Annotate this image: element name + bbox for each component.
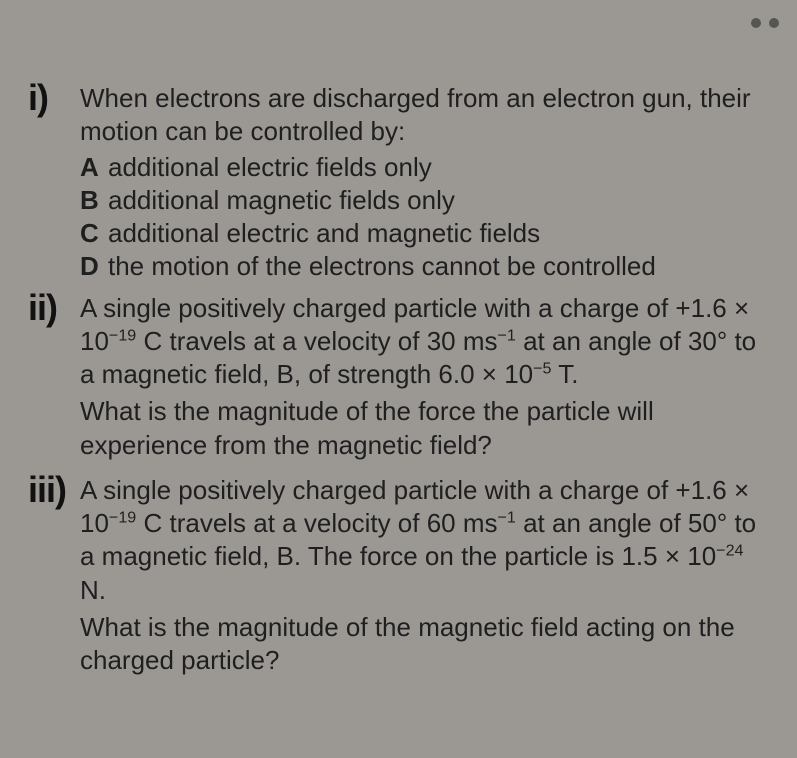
option-text: additional electric and magnetic fields (108, 217, 540, 250)
option-text: additional electric fields only (108, 151, 432, 184)
question-numeral: ii) (28, 290, 80, 326)
option-label: B (80, 184, 100, 217)
question-i: i) When electrons are discharged from an… (28, 80, 769, 284)
question-body: When electrons are discharged from an el… (80, 80, 769, 284)
menu-dots (751, 18, 779, 28)
question-ask: What is the magnitude of the force the p… (80, 395, 769, 462)
question-iii: iii) A single positively charged particl… (28, 472, 769, 682)
question-stem: A single positively charged particle wit… (80, 474, 769, 607)
question-ii: ii) A single positively charged particle… (28, 290, 769, 466)
dot-icon (751, 18, 761, 28)
dot-icon (769, 18, 779, 28)
question-numeral: i) (28, 80, 80, 116)
option-label: A (80, 151, 100, 184)
option-text: the motion of the electrons cannot be co… (108, 250, 656, 283)
question-stem: A single positively charged particle wit… (80, 292, 769, 392)
question-body: A single positively charged particle wit… (80, 290, 769, 466)
option-b: B additional magnetic fields only (80, 184, 769, 217)
question-ask: What is the magnitude of the magnetic fi… (80, 611, 769, 678)
option-c: C additional electric and magnetic field… (80, 217, 769, 250)
option-a: A additional electric fields only (80, 151, 769, 184)
question-numeral: iii) (28, 472, 80, 508)
option-label: D (80, 250, 100, 283)
question-stem: When electrons are discharged from an el… (80, 82, 769, 149)
question-body: A single positively charged particle wit… (80, 472, 769, 682)
option-label: C (80, 217, 100, 250)
document-body: i) When electrons are discharged from an… (0, 0, 797, 708)
option-text: additional magnetic fields only (108, 184, 455, 217)
option-d: D the motion of the electrons cannot be … (80, 250, 769, 283)
